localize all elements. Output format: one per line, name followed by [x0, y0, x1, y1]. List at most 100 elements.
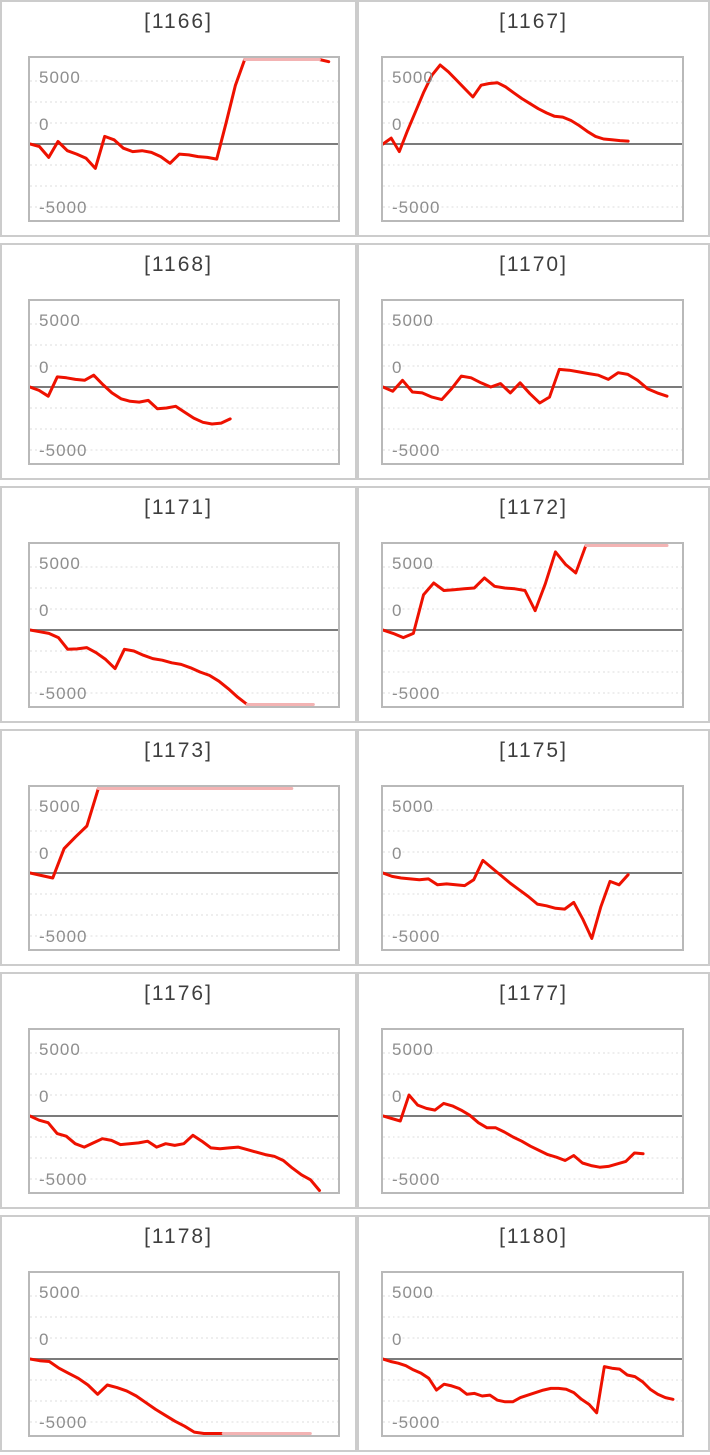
machine-number-title: [1177]	[499, 982, 568, 1005]
ytick-5000: 5000	[39, 68, 81, 87]
machine-number-title: [1173]	[144, 739, 213, 762]
ytick-5000: 5000	[39, 311, 81, 330]
chart-canvas	[30, 323, 338, 451]
ytick-neg5000: -5000	[39, 684, 88, 703]
machine-number-title: [1172]	[499, 496, 568, 519]
ytick-5000: 5000	[392, 1283, 434, 1302]
slump-chart: 5000 0 -5000	[381, 785, 684, 951]
panel-row: [1166] 5000 0 -5000 [1167] 5000 0 -5000	[0, 0, 710, 237]
chart-canvas	[383, 1295, 682, 1423]
ytick-0: 0	[39, 844, 50, 863]
panel-row: [1178] 5000 0 -5000 [1180] 5000 0 -5000	[0, 1215, 710, 1452]
ytick-5000: 5000	[39, 1040, 81, 1059]
slump-line	[30, 58, 247, 170]
ytick-5000: 5000	[392, 68, 434, 87]
ytick-0: 0	[392, 1087, 403, 1106]
machine-number-title: [1180]	[499, 1225, 568, 1248]
slump-line	[383, 367, 669, 405]
ytick-0: 0	[39, 1087, 50, 1106]
ytick-0: 0	[392, 115, 403, 134]
machine-panel-1178: [1178] 5000 0 -5000	[2, 1217, 355, 1450]
ytick-5000: 5000	[392, 554, 434, 573]
ytick-5000: 5000	[39, 554, 81, 573]
chart-canvas	[383, 63, 682, 208]
chart-canvas	[383, 323, 682, 451]
machine-panel-1167: [1167] 5000 0 -5000	[355, 2, 708, 235]
machine-panel-1180: [1180] 5000 0 -5000	[355, 1217, 708, 1450]
chart-canvas	[383, 544, 682, 694]
chart-canvas	[30, 566, 338, 706]
machine-panel-1177: [1177] 5000 0 -5000	[355, 974, 708, 1207]
ytick-neg5000: -5000	[39, 1413, 88, 1432]
slump-chart: 5000 0 -5000	[28, 56, 340, 222]
machine-panel-1172: [1172] 5000 0 -5000	[355, 488, 708, 721]
machine-number-title: [1168]	[144, 253, 213, 276]
machine-number-title: [1178]	[144, 1225, 213, 1248]
chart-canvas	[383, 1052, 682, 1180]
chart-canvas	[30, 787, 338, 937]
machine-panel-1173: [1173] 5000 0 -5000	[2, 731, 355, 964]
slump-line	[30, 628, 249, 706]
ytick-0: 0	[39, 601, 50, 620]
machine-number-title: [1175]	[499, 739, 568, 762]
machine-number-title: [1167]	[499, 10, 568, 33]
machine-panel-1170: [1170] 5000 0 -5000	[355, 245, 708, 478]
machine-panel-1175: [1175] 5000 0 -5000	[355, 731, 708, 964]
ytick-0: 0	[392, 601, 403, 620]
slump-chart: 5000 0 -5000	[28, 785, 340, 951]
machine-number-title: [1176]	[144, 982, 213, 1005]
slump-chart: 5000 0 -5000	[381, 1271, 684, 1437]
panel-row: [1168] 5000 0 -5000 [1170] 5000 0 -5000	[0, 243, 710, 480]
panel-row: [1171] 5000 0 -5000 [1172] 5000 0 -5000	[0, 486, 710, 723]
ytick-0: 0	[392, 1330, 403, 1349]
slump-line	[383, 858, 630, 940]
ytick-5000: 5000	[39, 797, 81, 816]
ytick-neg5000: -5000	[392, 441, 441, 460]
ytick-5000: 5000	[39, 1283, 81, 1302]
slump-line	[30, 1357, 225, 1435]
slump-line	[383, 1357, 675, 1415]
slump-chart: 5000 0 -5000	[28, 299, 340, 465]
slump-line	[383, 1093, 645, 1169]
ytick-neg5000: -5000	[392, 1170, 441, 1189]
ytick-neg5000: -5000	[392, 1413, 441, 1432]
machine-panel-1176: [1176] 5000 0 -5000	[2, 974, 355, 1207]
panel-row: [1173] 5000 0 -5000 [1175] 5000 0 -5000	[0, 729, 710, 966]
ytick-0: 0	[39, 1330, 50, 1349]
slump-chart: 5000 0 -5000	[28, 1271, 340, 1437]
chart-canvas	[30, 1295, 338, 1435]
chart-canvas	[30, 58, 338, 208]
slump-chart: 5000 0 -5000	[28, 1028, 340, 1194]
slump-chart: 5000 0 -5000	[381, 542, 684, 708]
machine-panel-1166: [1166] 5000 0 -5000	[2, 2, 355, 235]
machine-number-title: [1171]	[144, 496, 213, 519]
ytick-neg5000: -5000	[392, 684, 441, 703]
chart-canvas	[383, 809, 682, 940]
ytick-0: 0	[39, 358, 50, 377]
slump-line	[30, 373, 232, 426]
ytick-0: 0	[392, 844, 403, 863]
machine-panel-1168: [1168] 5000 0 -5000	[2, 245, 355, 478]
slump-line	[383, 63, 630, 154]
ytick-neg5000: -5000	[39, 198, 88, 217]
ytick-5000: 5000	[392, 1040, 434, 1059]
ytick-neg5000: -5000	[392, 198, 441, 217]
slump-line	[317, 58, 331, 64]
machine-number-title: [1170]	[499, 253, 568, 276]
machine-number-title: [1166]	[144, 10, 213, 33]
ytick-neg5000: -5000	[39, 441, 88, 460]
slump-chart: 5000 0 -5000	[381, 299, 684, 465]
slump-line	[30, 1114, 321, 1192]
ytick-0: 0	[392, 358, 403, 377]
ytick-5000: 5000	[392, 797, 434, 816]
ytick-neg5000: -5000	[392, 927, 441, 946]
slump-line	[383, 544, 588, 640]
machine-panel-1171: [1171] 5000 0 -5000	[2, 488, 355, 721]
ytick-5000: 5000	[392, 311, 434, 330]
slump-chart: 5000 0 -5000	[28, 542, 340, 708]
slump-line	[30, 787, 100, 880]
ytick-0: 0	[39, 115, 50, 134]
panel-row: [1176] 5000 0 -5000 [1177] 5000 0 -5000	[0, 972, 710, 1209]
chart-canvas	[30, 1052, 338, 1192]
